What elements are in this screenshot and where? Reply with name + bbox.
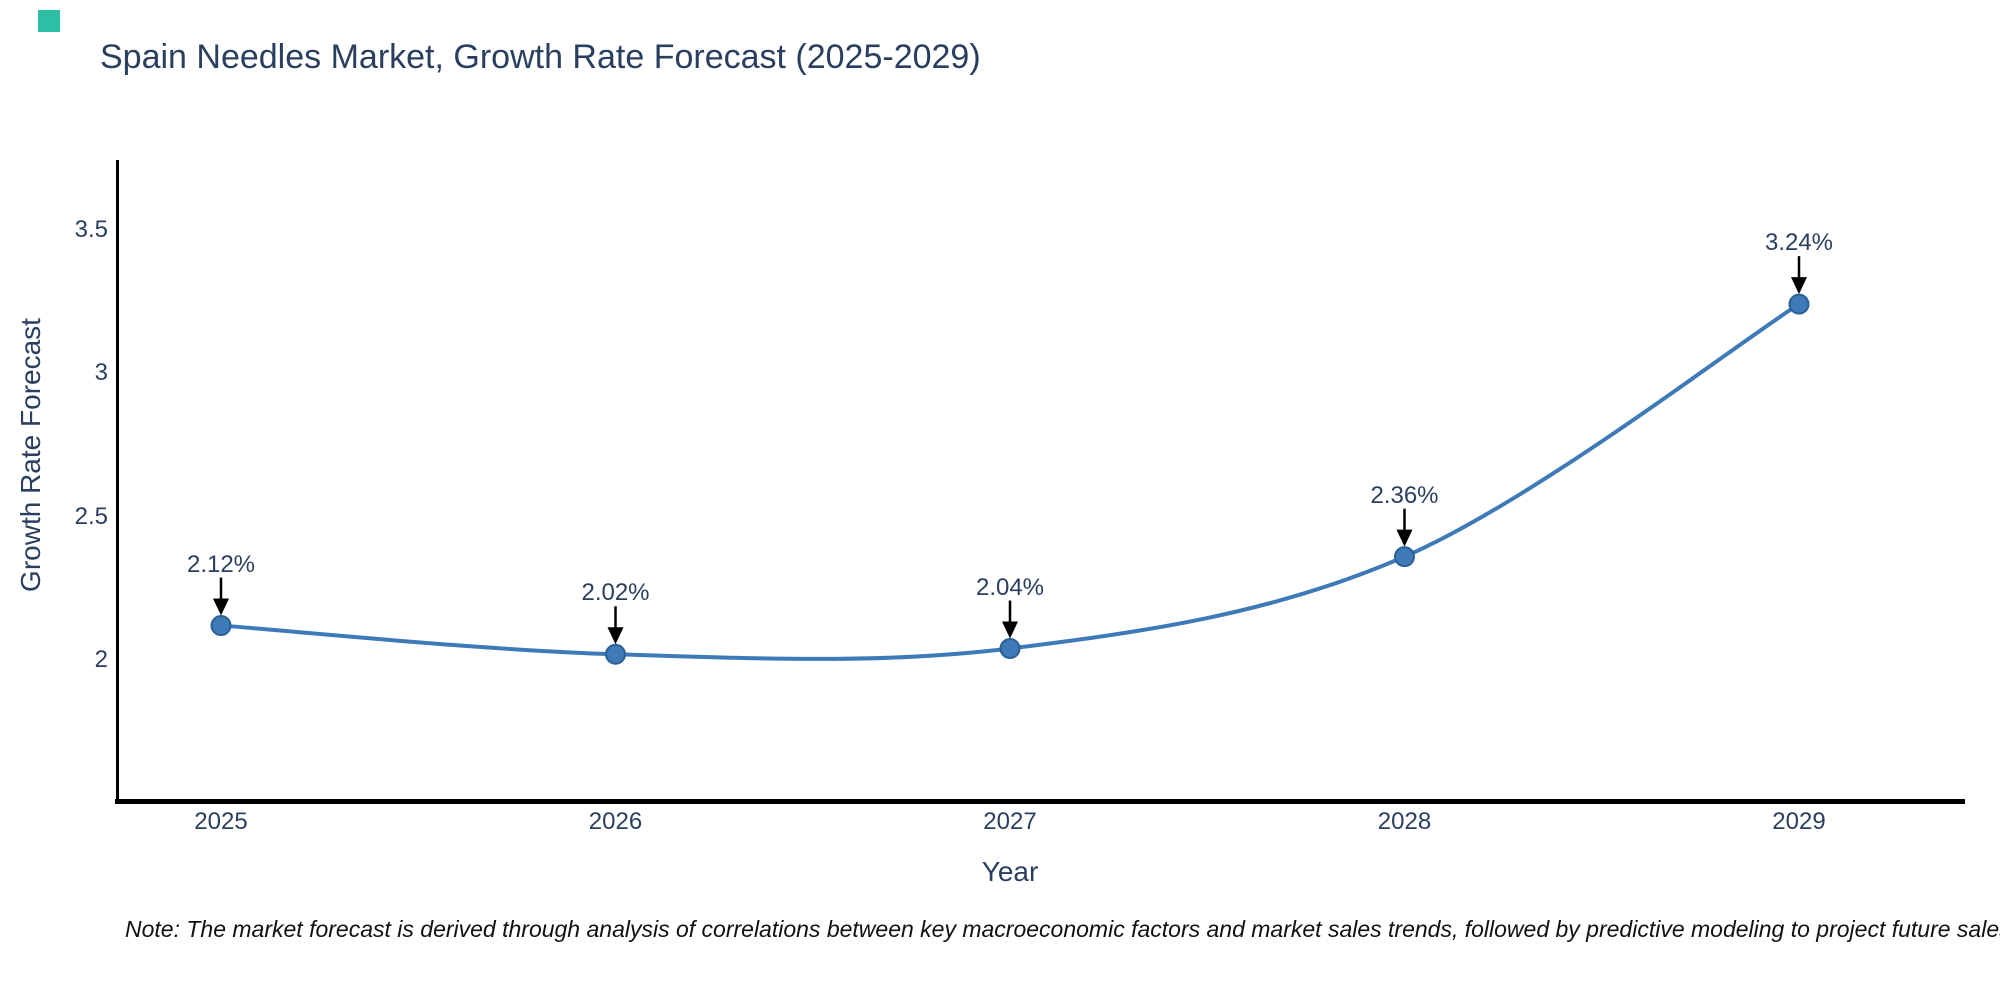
- y-tick-label: 3: [94, 359, 108, 386]
- point-value-label: 2.02%: [581, 579, 650, 607]
- y-axis-title: Growth Rate Forecast: [15, 318, 46, 592]
- x-tick-label: 2026: [588, 808, 643, 835]
- footnote: Note: The market forecast is derived thr…: [125, 916, 2000, 942]
- annotation-arrowhead: [607, 627, 624, 645]
- annotation-arrowhead: [1791, 277, 1807, 295]
- point-value-label: 2.36%: [1370, 481, 1439, 509]
- x-tick-label: 2028: [1377, 808, 1432, 835]
- y-tick-label: 3.5: [74, 215, 108, 243]
- y-tick-label: 2: [94, 646, 108, 673]
- point-value-label: 2.04%: [975, 573, 1045, 601]
- x-tick-label: 2025: [194, 808, 248, 835]
- data-point-2026[interactable]: [605, 643, 626, 665]
- chart-title: Spain Needles Market, Growth Rate Foreca…: [100, 38, 981, 76]
- x-tick-label: 2029: [1772, 808, 1826, 835]
- annotation-arrowhead: [1002, 621, 1018, 639]
- y-tick-label: 2.5: [74, 502, 108, 530]
- data-point-2027[interactable]: [999, 638, 1021, 660]
- data-point-2028[interactable]: [1394, 546, 1415, 568]
- x-tick-label: 2027: [983, 808, 1037, 835]
- point-value-label: 2.12%: [186, 550, 256, 578]
- annotation-arrowhead: [1396, 529, 1413, 547]
- point-value-label: 3.24%: [1764, 229, 1834, 257]
- annotation-arrowhead: [213, 598, 229, 616]
- logo-mark: [38, 10, 60, 32]
- data-point-2029[interactable]: [1788, 293, 1810, 315]
- data-point-2025[interactable]: [210, 615, 232, 637]
- x-axis-title: Year: [981, 856, 1039, 887]
